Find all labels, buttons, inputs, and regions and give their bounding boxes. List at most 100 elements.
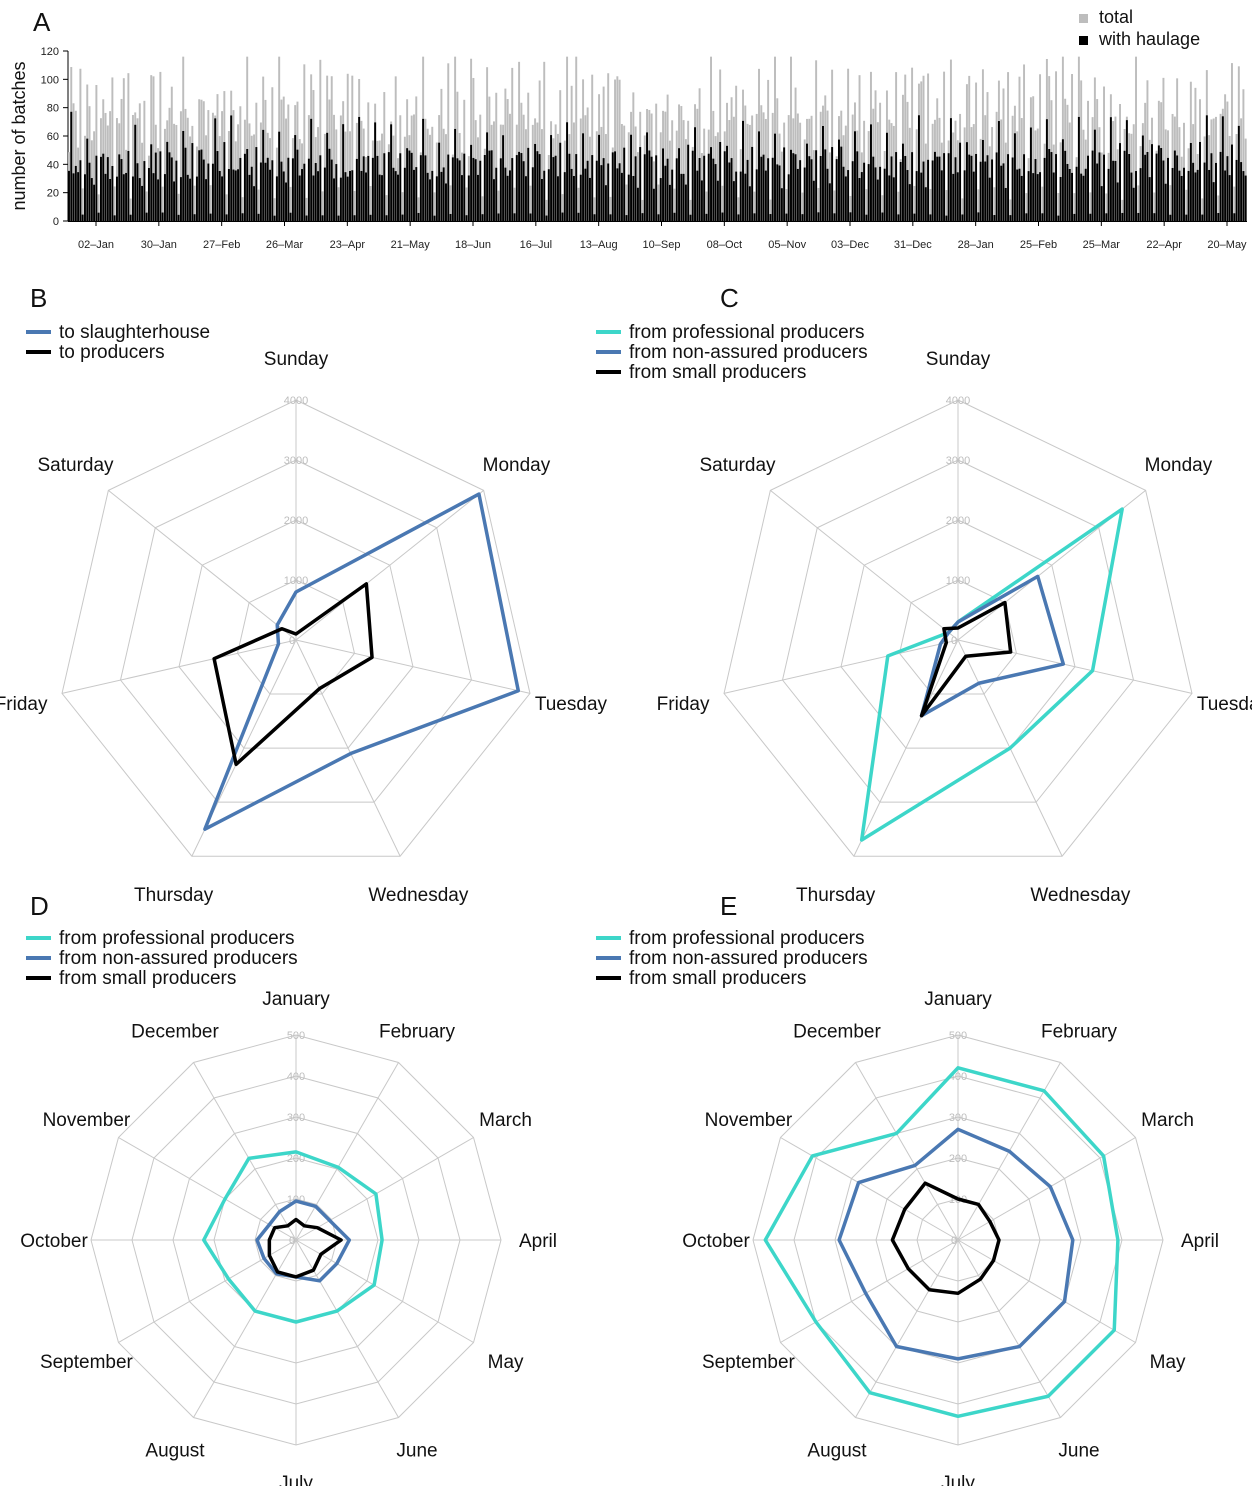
bar-haulage bbox=[819, 156, 822, 221]
bar-haulage bbox=[1169, 214, 1172, 221]
bar-haulage bbox=[83, 174, 86, 221]
bar-total bbox=[1066, 104, 1069, 221]
bar-total bbox=[572, 122, 575, 221]
bar-haulage bbox=[787, 174, 790, 221]
bar-haulage bbox=[1180, 175, 1183, 221]
legend-label: with haulage bbox=[1098, 29, 1200, 49]
bar-haulage bbox=[1032, 173, 1035, 221]
axis-label: Wednesday bbox=[1030, 885, 1130, 906]
bar-haulage bbox=[1192, 162, 1195, 221]
bar-total bbox=[968, 75, 971, 221]
bar-haulage bbox=[1073, 213, 1076, 221]
panel-label: D bbox=[30, 891, 49, 921]
bar-haulage bbox=[721, 212, 724, 221]
bar-haulage bbox=[545, 215, 548, 221]
bar-haulage bbox=[408, 150, 411, 221]
bar-haulage bbox=[684, 184, 687, 221]
bar-total bbox=[173, 123, 176, 221]
radial-tick-label: 4000 bbox=[946, 395, 970, 407]
series-line bbox=[890, 1181, 1001, 1296]
bar-haulage bbox=[588, 177, 591, 221]
radial-tick-label: 3000 bbox=[946, 455, 970, 467]
bar-haulage bbox=[189, 178, 192, 221]
bar-haulage bbox=[273, 215, 276, 221]
bar-haulage bbox=[981, 139, 984, 221]
bar-haulage bbox=[753, 213, 756, 221]
bar-haulage bbox=[157, 179, 160, 221]
bar-haulage bbox=[456, 158, 459, 221]
bar-haulage bbox=[577, 212, 580, 221]
bar-haulage bbox=[131, 176, 134, 221]
bar-haulage bbox=[317, 171, 319, 221]
bar-haulage bbox=[799, 160, 802, 221]
bar-haulage bbox=[602, 158, 605, 221]
bar-haulage bbox=[657, 214, 660, 221]
bar-haulage bbox=[1018, 168, 1021, 221]
bar-haulage bbox=[518, 151, 521, 221]
bar-total bbox=[879, 102, 882, 221]
bar-haulage bbox=[68, 170, 70, 221]
series-line bbox=[202, 1150, 384, 1324]
bar-haulage bbox=[319, 155, 322, 221]
bar-haulage bbox=[1048, 149, 1051, 221]
bar-haulage bbox=[913, 213, 916, 221]
series-line bbox=[859, 507, 1124, 842]
legend-label: from small producers bbox=[59, 968, 236, 989]
bar-haulage bbox=[737, 214, 740, 221]
bar-total bbox=[417, 197, 420, 221]
bar-haulage bbox=[575, 154, 578, 221]
bar-haulage bbox=[504, 167, 507, 221]
bar-haulage bbox=[719, 141, 722, 221]
bar-haulage bbox=[965, 142, 968, 221]
bar-haulage bbox=[961, 214, 964, 221]
axis-label: Tuesday bbox=[1197, 694, 1252, 715]
bar-haulage bbox=[97, 212, 100, 221]
bar-haulage bbox=[1057, 215, 1060, 221]
bar-haulage bbox=[499, 158, 502, 221]
grid-spoke bbox=[193, 1239, 297, 1418]
bar-haulage bbox=[378, 174, 381, 221]
x-tick-label: 25–Mar bbox=[1083, 239, 1121, 251]
bar-haulage bbox=[232, 169, 235, 221]
bar-total bbox=[131, 114, 134, 221]
grid-spoke bbox=[295, 1137, 474, 1241]
bar-haulage bbox=[138, 178, 141, 221]
axis-label: Sunday bbox=[926, 349, 991, 370]
bar-haulage bbox=[1107, 168, 1110, 221]
bar-haulage bbox=[289, 212, 292, 221]
radial-tick-label: 400 bbox=[287, 1071, 305, 1083]
bar-haulage bbox=[387, 152, 390, 221]
grid-ring bbox=[840, 519, 1076, 749]
bar-haulage bbox=[312, 175, 315, 221]
bar-haulage bbox=[714, 164, 717, 221]
bar-total bbox=[495, 92, 498, 222]
bar-haulage bbox=[1084, 168, 1087, 221]
bar-haulage bbox=[755, 169, 758, 221]
axis-label: Friday bbox=[0, 694, 48, 715]
bar-haulage bbox=[883, 168, 886, 221]
bar-haulage bbox=[742, 120, 744, 221]
bar-haulage bbox=[764, 170, 767, 221]
bar-total bbox=[1025, 193, 1028, 221]
bar-haulage bbox=[1059, 176, 1062, 221]
bar-haulage bbox=[269, 169, 272, 221]
bar-haulage bbox=[122, 174, 125, 221]
grid-spoke bbox=[780, 1137, 959, 1241]
radial-tick-label: 0 bbox=[289, 635, 295, 647]
bar-haulage bbox=[986, 155, 989, 221]
bar-total bbox=[993, 187, 996, 221]
bar-haulage bbox=[824, 149, 827, 221]
panel-d: D1002003004005000JanuaryFebruaryMarchApr… bbox=[20, 891, 557, 1486]
bar-total bbox=[961, 198, 964, 221]
bar-total bbox=[716, 132, 719, 221]
x-tick-label: 23–Apr bbox=[330, 239, 366, 251]
bar-total bbox=[943, 71, 946, 222]
bar-total bbox=[705, 191, 708, 221]
series-line bbox=[763, 1066, 1120, 1419]
bar-total bbox=[440, 88, 443, 221]
bar-total bbox=[205, 135, 208, 221]
